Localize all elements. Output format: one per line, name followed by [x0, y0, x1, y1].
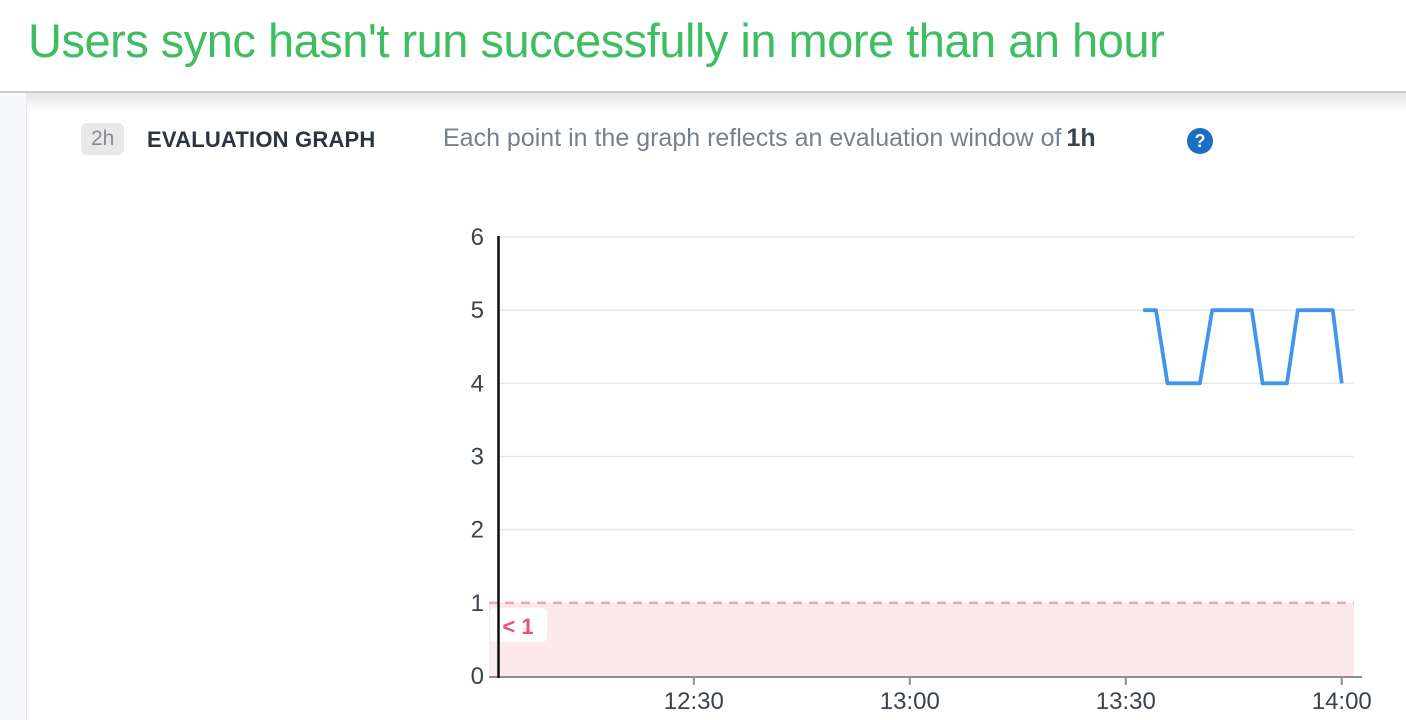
- x-tick-label-13:30: 13:30: [1096, 688, 1156, 715]
- evaluation-window-value: 1h: [1066, 124, 1096, 152]
- y-tick-label-0: 0: [471, 663, 484, 690]
- description-text: Each point in the graph reflects an eval…: [443, 124, 1062, 152]
- header-divider: [0, 91, 1406, 93]
- y-tick-label-5: 5: [471, 297, 484, 324]
- series-line-evaluation-result[interactable]: [1143, 308, 1344, 386]
- alert-title: Users sync hasn't run successfully in mo…: [28, 14, 1165, 67]
- section-label: EVALUATION GRAPH: [147, 127, 376, 152]
- y-tick-label-3: 3: [471, 444, 484, 471]
- header-divider-shadow: [0, 93, 1406, 111]
- y-tick-label-6: 6: [471, 224, 484, 251]
- x-tick-label-14:00: 14:00: [1312, 688, 1372, 715]
- evaluation-window-description: Each point in the graph reflects an eval…: [443, 124, 1096, 153]
- threshold-region: [489, 602, 1354, 676]
- threshold-label-box: [490, 607, 547, 642]
- y-tick-label-4: 4: [471, 370, 484, 397]
- y-tick-label-1: 1: [471, 590, 484, 617]
- time-range-badge: 2h: [81, 123, 125, 155]
- x-tick-label-13:00: 13:00: [880, 688, 940, 715]
- help-icon[interactable]: ?: [1187, 128, 1213, 154]
- threshold-label: < 1: [502, 614, 533, 639]
- left-rail: [0, 93, 27, 720]
- y-tick-label-2: 2: [471, 517, 484, 544]
- x-tick-label-12:30: 12:30: [664, 688, 724, 715]
